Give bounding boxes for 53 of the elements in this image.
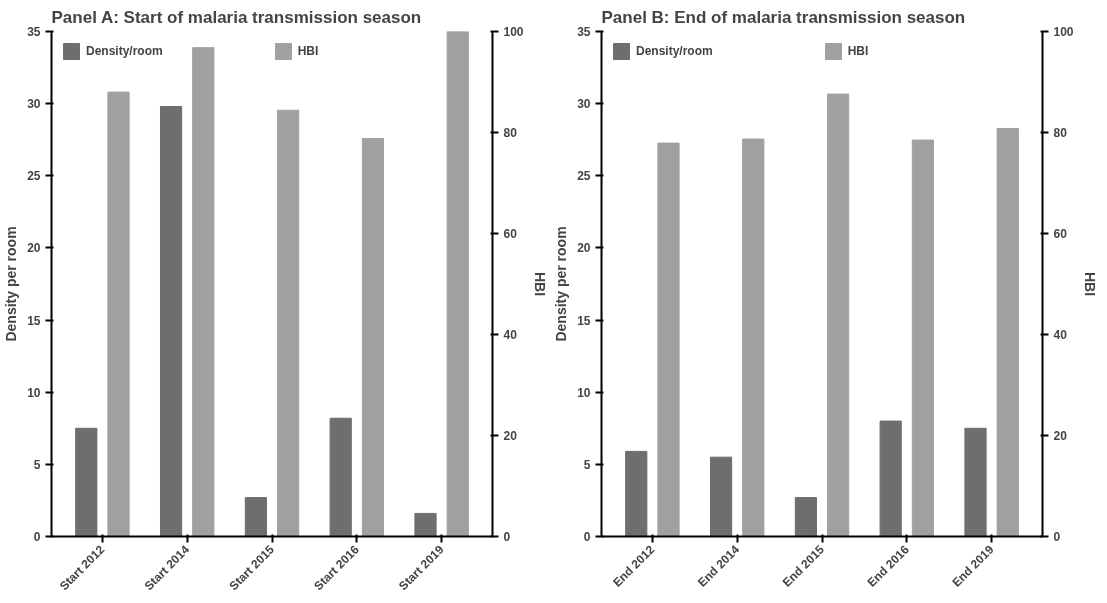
- y2-tick-label: 20: [1053, 429, 1068, 443]
- bar: [361, 138, 385, 537]
- y-tick-label: 20: [27, 241, 41, 256]
- y2-tick-label: 0: [503, 530, 511, 544]
- y2-axis-title: HBI: [531, 271, 548, 297]
- y-tick-label: 35: [577, 25, 591, 39]
- legend-label: HBI: [847, 44, 869, 58]
- bar: [996, 127, 1019, 537]
- bar: [192, 47, 215, 537]
- y2-tick-label: 40: [1053, 328, 1068, 342]
- bar: [446, 31, 469, 537]
- y2-tick-label: 60: [503, 227, 518, 241]
- y2-tick-label: 100: [503, 25, 524, 39]
- y2-tick-label: 100: [1053, 25, 1074, 39]
- y-tick-label: 0: [33, 530, 41, 544]
- y-tick-label: 5: [583, 457, 591, 472]
- y-axis-title: Density per room: [553, 226, 570, 342]
- chart-title: Panel B: End of malaria transmission season: [601, 7, 966, 27]
- bar: [107, 91, 130, 537]
- bar: [159, 106, 183, 537]
- y2-tick-label: 80: [1053, 126, 1068, 140]
- legend-label: Density/room: [636, 44, 713, 58]
- bar: [244, 497, 267, 537]
- y-tick-label: 5: [33, 457, 41, 472]
- y-tick-label: 25: [27, 169, 41, 184]
- y-tick-label: 10: [27, 385, 41, 400]
- y-tick-label: 15: [27, 313, 41, 328]
- y-tick-label: 20: [577, 241, 591, 256]
- y-tick-label: 0: [583, 530, 591, 544]
- bar: [911, 139, 935, 537]
- y-tick-label: 30: [27, 97, 41, 112]
- y-axis-title: Density per room: [3, 226, 20, 342]
- y2-axis-title: HBI: [1081, 271, 1098, 297]
- bar: [277, 109, 300, 537]
- bar: [742, 138, 765, 537]
- bar: [827, 93, 850, 537]
- y2-tick-label: 40: [503, 328, 518, 342]
- chart-title: Panel A: Start of malaria transmission season: [51, 7, 422, 27]
- y-tick-label: 25: [577, 169, 591, 184]
- y-tick-label: 10: [577, 385, 591, 400]
- y2-tick-label: 60: [1053, 227, 1068, 241]
- legend-label: HBI: [297, 44, 319, 58]
- bar: [414, 512, 437, 537]
- bar: [75, 427, 98, 537]
- y-tick-label: 35: [27, 25, 41, 39]
- bar: [329, 417, 352, 537]
- y-tick-label: 30: [577, 97, 591, 112]
- bar: [657, 142, 680, 537]
- y2-tick-label: 0: [1053, 530, 1061, 544]
- y2-tick-label: 80: [503, 126, 518, 140]
- legend-label: Density/room: [86, 44, 163, 58]
- y-tick-label: 15: [577, 313, 591, 328]
- y2-tick-label: 20: [503, 429, 518, 443]
